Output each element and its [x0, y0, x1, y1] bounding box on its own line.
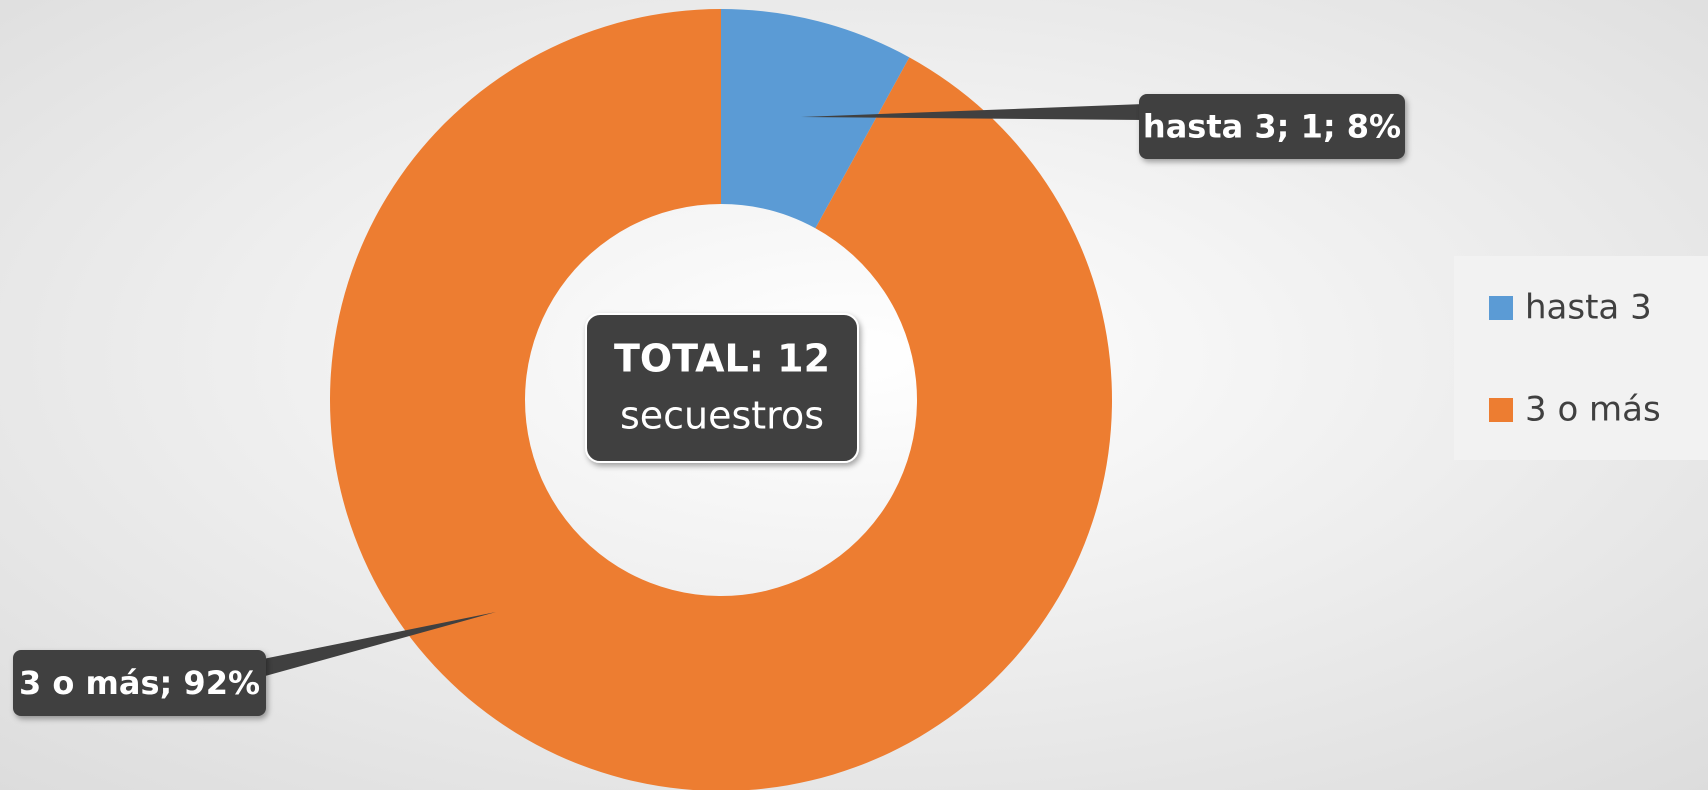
data-labels: hasta 3; 1; 8% 3 o más; 92% [13, 94, 1405, 716]
center-box-bg [585, 313, 859, 463]
legend-swatch [1489, 296, 1513, 320]
data-label: 3 o más; 92% [19, 664, 260, 702]
legend-swatch [1489, 398, 1513, 422]
leader-line [258, 612, 496, 678]
data-label: hasta 3; 1; 8% [1143, 108, 1401, 146]
legend: hasta 3 3 o más [1489, 288, 1661, 430]
donut-slice [721, 9, 910, 229]
center-subtitle: secuestros [620, 394, 824, 438]
donut-slice [330, 9, 1112, 790]
donut [330, 9, 1112, 790]
data-label-bg [13, 650, 266, 716]
data-label-bg [1139, 94, 1405, 159]
center-box: TOTAL: 12 secuestros [585, 313, 859, 463]
legend-label: hasta 3 [1525, 288, 1652, 328]
leader-line [801, 104, 1145, 120]
legend-label: 3 o más [1525, 390, 1661, 430]
center-title: TOTAL: 12 [614, 337, 830, 381]
legend-panel [1454, 256, 1708, 460]
